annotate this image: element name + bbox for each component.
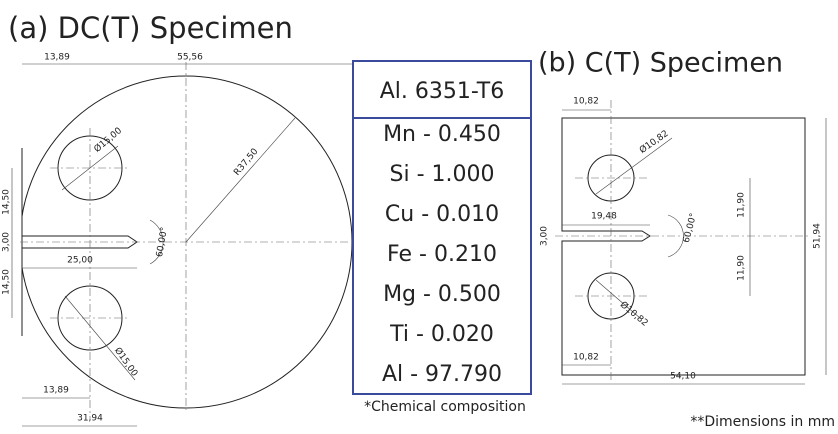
dimension: 55,56 [177,53,203,63]
ct-specimen [555,100,827,385]
composition: Mn - 0.450 [383,122,501,147]
dimensions-note: **Dimensions in mm [690,414,835,430]
dimension: 13,89 [43,386,69,396]
dimension: 10,82 [573,353,599,363]
dimension: Ø10,82 [618,299,650,329]
composition: Cu - 0.010 [385,202,499,227]
dimension: 14,50 [2,269,12,295]
dimension: 3,00 [2,232,12,252]
dimension: 25,00 [67,256,93,266]
material-title: Al. 6351-T6 [380,79,505,104]
dimension: 11,90 [737,255,747,281]
dimension: 14,50 [2,189,12,215]
dimension: Ø15,00 [112,345,140,378]
panel-b-title: (b) C(T) Specimen [538,48,783,79]
dimension: 10,82 [573,97,599,107]
dimension: 31,94 [77,414,103,424]
material-box: Al. 6351-T6 Mn - 0.450 Si - 1.000 Cu - 0… [352,60,532,415]
composition: Al - 97.790 [382,362,502,387]
panel-b-dimensions: 10,82 Ø10,82 19,48 3,00 60,00° 11,90 11,… [540,97,823,382]
dimension: 51,94 [813,223,823,249]
dimension: Ø15,00 [92,125,124,155]
dimension: 60,00° [682,212,699,244]
dimension: 13,89 [44,53,70,63]
composition: Ti - 0.020 [389,322,494,347]
composition: Mg - 0.500 [383,282,501,307]
dimension: Ø10,82 [637,128,670,156]
material-note: *Chemical composition [364,399,526,415]
composition: Fe - 0.210 [387,242,497,267]
dimension: 54,10 [670,372,696,382]
dct-specimen [11,62,353,427]
dimension: 3,00 [540,226,550,246]
dimension: 11,90 [737,192,747,218]
dimension: 19,48 [591,212,617,222]
panel-a-title: (a) DC(T) Specimen [8,11,293,45]
composition: Si - 1.000 [390,162,495,187]
